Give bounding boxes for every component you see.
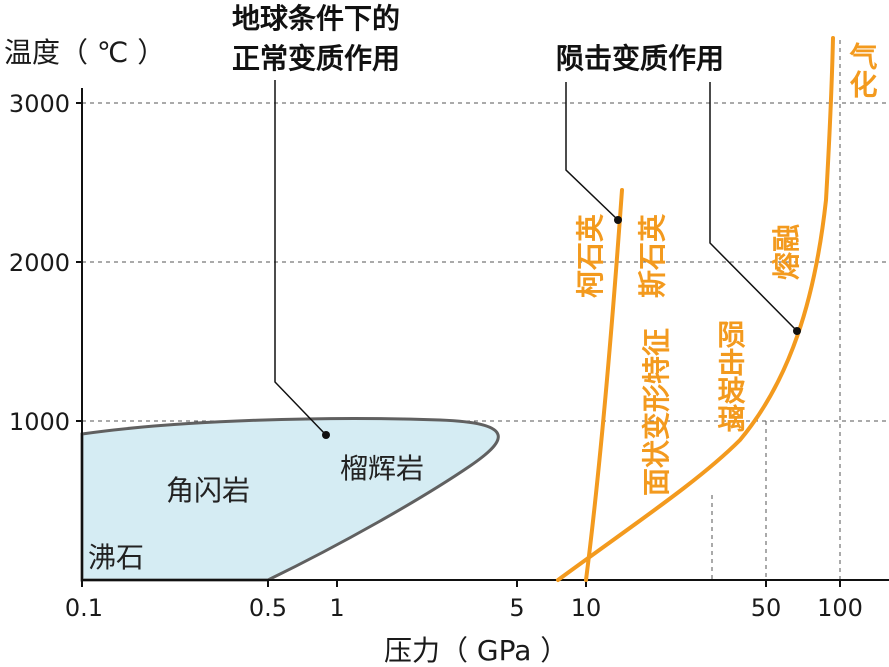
dot-normal: [322, 431, 330, 439]
dot-melting: [793, 327, 801, 335]
dot-coesite: [614, 216, 622, 224]
leader-coesite: [565, 82, 619, 221]
y-tick-1000: 1000: [9, 408, 70, 436]
y-ticks-marks: [76, 102, 82, 422]
x-tick-50: 50: [751, 594, 782, 622]
x-tick-0-1: 0.1: [65, 594, 103, 622]
planar-features-label: 面状变形特征: [640, 328, 673, 496]
coesite-stishovite-curve: [584, 188, 624, 582]
x-tick-10: 10: [571, 594, 602, 622]
axes: [81, 88, 889, 581]
phase-curves: [556, 36, 835, 582]
y-tick-3000: 3000: [9, 90, 70, 118]
melting-curve: [556, 36, 835, 582]
x-tick-5: 5: [509, 594, 524, 622]
x-tick-0-5: 0.5: [249, 594, 287, 622]
melting-label: 熔融: [770, 224, 803, 280]
amphibolite-label: 角闪岩: [166, 474, 250, 507]
stishovite-label: 斯石英: [636, 213, 669, 298]
y-axis-title: 温度（ ℃ ）: [4, 36, 165, 69]
y-tick-2000: 2000: [9, 249, 70, 277]
leader-melting: [709, 82, 798, 332]
x-axis-title: 压力（ GPa ）: [384, 634, 568, 667]
impact-metamorphism-label: 陨击变质作用: [556, 42, 724, 75]
leader-normal: [274, 80, 327, 436]
x-tick-1: 1: [329, 594, 344, 622]
normal-metamorphism-line2: 正常变质作用: [232, 42, 400, 75]
vaporization-label: 气化: [846, 42, 879, 98]
x-tick-100: 100: [817, 594, 863, 622]
coesite-label: 柯石英: [574, 213, 607, 298]
impact-glass-label: 陨击玻璃: [714, 320, 747, 432]
normal-metamorphism-line1: 地球条件下的: [232, 2, 400, 35]
zeolite-label: 沸石: [88, 541, 144, 574]
granulite-label: 榴辉岩: [340, 452, 424, 485]
leader-lines: [274, 80, 798, 436]
metamorphic-field: [80, 417, 500, 582]
